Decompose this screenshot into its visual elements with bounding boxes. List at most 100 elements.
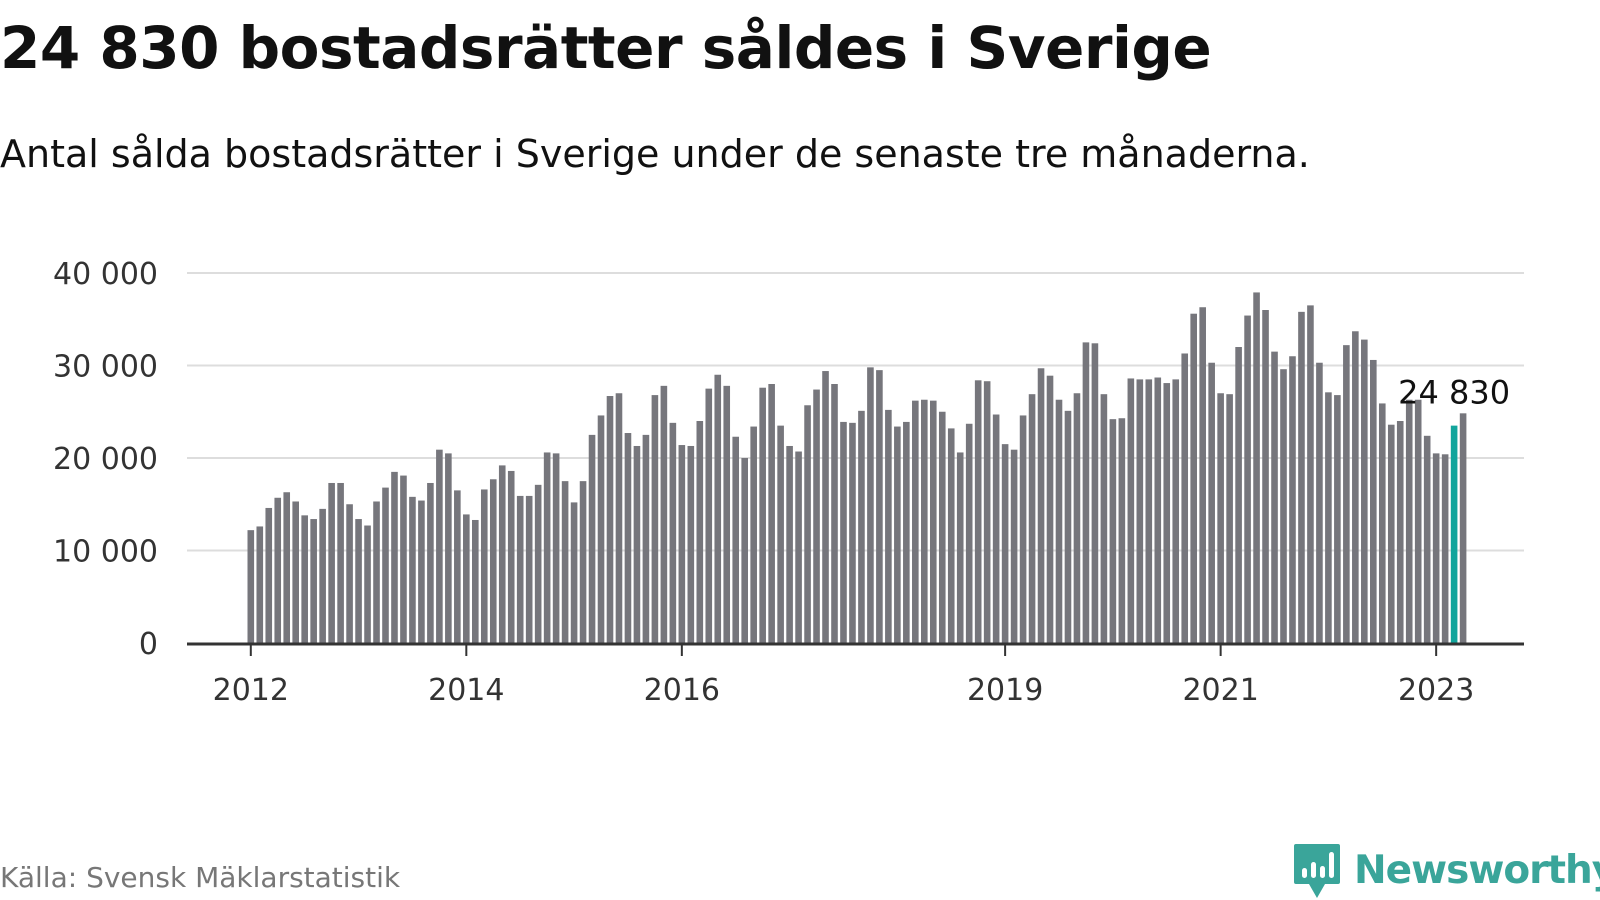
bar — [1280, 369, 1287, 643]
bar — [1262, 310, 1269, 643]
y-axis-tick-labels: 0 10 000 20 000 30 000 40 000 — [53, 257, 158, 662]
bar — [858, 410, 865, 643]
bar — [705, 388, 713, 644]
bar — [965, 423, 973, 643]
highlight-value-label: 24 830 — [1398, 374, 1510, 412]
bar — [1307, 305, 1314, 644]
bar — [615, 393, 623, 643]
bar-chart-bubble-icon — [1294, 844, 1340, 898]
bar — [831, 384, 838, 643]
bar — [283, 492, 291, 643]
bar — [274, 497, 282, 643]
bar — [1396, 421, 1404, 643]
bar — [1064, 410, 1072, 643]
x-tick-label: 2019 — [967, 673, 1043, 708]
x-tick-label: 2014 — [428, 673, 504, 708]
bar — [1082, 342, 1090, 644]
bar — [840, 421, 847, 643]
bar — [489, 479, 497, 643]
bar — [534, 484, 542, 643]
bar — [777, 425, 784, 644]
bar — [903, 421, 910, 643]
chart-title: 24 830 bostadsrätter såldes i Sverige — [0, 14, 1212, 82]
y-tick-label: 20 000 — [53, 442, 158, 477]
bar — [1289, 356, 1296, 643]
bar — [786, 445, 793, 643]
bar — [750, 426, 757, 643]
bar — [624, 433, 632, 643]
bar — [956, 452, 964, 643]
bar — [732, 436, 740, 643]
bar — [427, 482, 434, 643]
bar — [1217, 393, 1224, 643]
bar — [1181, 353, 1189, 643]
bar — [301, 515, 308, 643]
bar — [1010, 449, 1018, 643]
bar — [1316, 362, 1323, 643]
bar — [894, 426, 901, 643]
bar — [247, 530, 255, 643]
y-tick-label: 40 000 — [53, 257, 158, 292]
bar — [579, 481, 587, 644]
bar — [1378, 403, 1386, 643]
x-tick-label: 2021 — [1182, 673, 1258, 708]
bar — [1046, 375, 1054, 643]
bar — [1235, 347, 1242, 643]
bar — [292, 501, 299, 643]
bar — [867, 367, 874, 643]
bar — [992, 414, 1000, 643]
bar — [687, 445, 695, 643]
bar — [633, 445, 641, 643]
bar — [472, 519, 479, 643]
brand-logo[interactable]: Newsworthy — [1292, 842, 1600, 900]
bar — [498, 465, 506, 643]
bar — [1019, 415, 1027, 643]
bar — [337, 482, 344, 643]
bar — [1109, 419, 1117, 643]
bar — [678, 445, 686, 643]
highlight-bar — [1450, 425, 1458, 644]
bar — [418, 500, 425, 643]
bar — [1037, 368, 1045, 643]
bar — [1208, 362, 1215, 643]
bar — [813, 389, 820, 643]
bar — [1325, 392, 1332, 643]
bar — [1271, 351, 1278, 644]
bar — [1226, 394, 1233, 643]
bar — [912, 400, 919, 643]
y-tick-label: 0 — [139, 627, 158, 662]
bar — [409, 496, 416, 643]
bar — [445, 453, 452, 644]
bar — [1459, 413, 1467, 643]
x-tick-label: 2023 — [1398, 673, 1474, 708]
bar — [310, 519, 317, 643]
bar — [741, 458, 748, 643]
bar — [929, 400, 937, 643]
bar — [696, 421, 704, 643]
bar — [1028, 394, 1036, 643]
bar — [570, 502, 578, 643]
bar — [723, 385, 731, 643]
bar — [355, 519, 362, 643]
bar — [1423, 435, 1431, 643]
bar — [1055, 399, 1063, 643]
bar — [543, 452, 551, 643]
bar — [391, 471, 398, 644]
bar — [1145, 379, 1153, 644]
bar — [346, 504, 353, 643]
bar — [642, 434, 650, 644]
bar — [606, 396, 614, 643]
bar — [319, 508, 326, 644]
bar — [938, 411, 946, 643]
bar — [768, 384, 775, 643]
y-tick-label: 30 000 — [53, 350, 158, 385]
chart-subtitle: Antal sålda bostadsrätter i Sverige unde… — [0, 132, 1310, 176]
bar — [974, 380, 982, 643]
bar — [1244, 315, 1251, 643]
bar — [1343, 345, 1350, 643]
bar — [1387, 424, 1395, 643]
bar — [1154, 377, 1162, 643]
bar — [516, 495, 524, 643]
bar — [1127, 378, 1135, 643]
bar — [436, 449, 443, 643]
